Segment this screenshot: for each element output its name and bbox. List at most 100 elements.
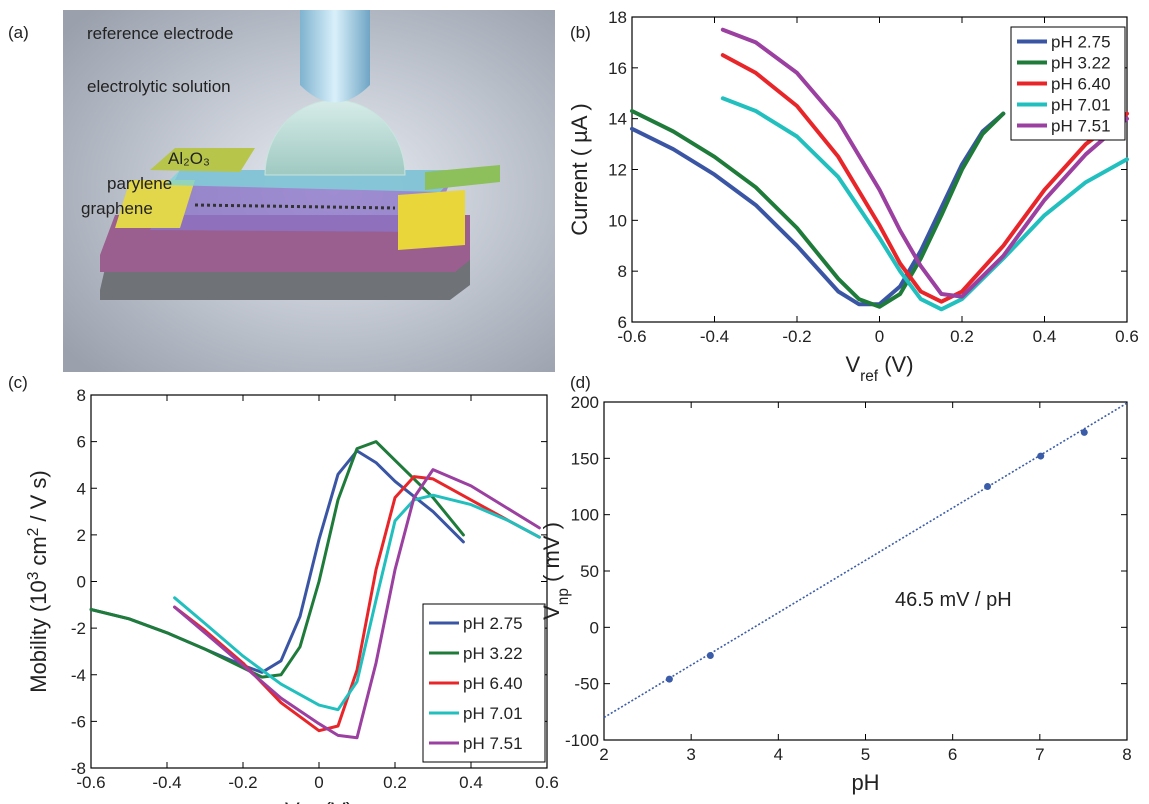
- y-tick-label: 18: [608, 8, 627, 27]
- legend-label: pH 6.40: [1051, 75, 1111, 94]
- data-line: [173, 493, 541, 712]
- y-axis-label-part: ( mV ): [539, 522, 564, 588]
- legend-label: pH 2.75: [463, 614, 523, 633]
- y-tick-label: 2: [77, 526, 86, 545]
- illustration-label: Al₂O₃: [168, 149, 210, 168]
- x-tick-label: 4: [774, 745, 783, 764]
- y-tick-label: -8: [71, 759, 86, 778]
- legend-label: pH 3.22: [1051, 54, 1111, 73]
- y-tick-label: 50: [580, 562, 599, 581]
- data-line: [173, 468, 541, 740]
- x-tick-label: -0.4: [152, 773, 181, 792]
- y-tick-label: -100: [565, 731, 599, 750]
- legend-label: pH 2.75: [1051, 33, 1111, 52]
- illustration: reference electrode electrolytic solutio…: [63, 10, 555, 372]
- x-tick-label: 8: [1122, 745, 1131, 764]
- y-tick-label: 10: [608, 211, 627, 230]
- plot-frame: [603, 401, 1128, 741]
- y-tick-label: 8: [77, 386, 86, 405]
- y-tick-label: 150: [571, 449, 599, 468]
- y-tick-label: 6: [77, 433, 86, 452]
- y-axis-label-part: V: [539, 605, 564, 620]
- x-tick-label: 0.2: [950, 327, 974, 346]
- legend-label: pH 7.51: [463, 734, 523, 753]
- data-line: [720, 53, 1129, 304]
- y-tick-label: -2: [71, 619, 86, 638]
- y-tick-label: 0: [590, 618, 599, 637]
- y-tick-label: 0: [77, 573, 86, 592]
- x-tick-label: 0: [314, 773, 323, 792]
- legend-label: pH 7.01: [1051, 96, 1111, 115]
- y-axis-label-part: np: [555, 588, 572, 605]
- annotation: 46.5 mV / pH: [895, 589, 1012, 611]
- y-axis-label: Vnp ( mV ): [539, 522, 572, 620]
- y-axis-label-part: Mobility (10: [26, 580, 51, 692]
- x-tick-label: -0.4: [700, 327, 729, 346]
- y-axis-label: Mobility (103 cm2 / V s): [25, 470, 52, 693]
- illustration-label: reference electrode: [87, 24, 233, 43]
- right-pad: [425, 165, 500, 190]
- x-axis-label: Vref (V): [285, 798, 353, 804]
- data-point: [706, 652, 714, 659]
- legend-label: pH 7.01: [463, 704, 523, 723]
- x-tick-label: -0.2: [782, 327, 811, 346]
- y-tick-label: 16: [608, 59, 627, 78]
- left-pad: [150, 148, 255, 172]
- y-tick-label: -6: [71, 712, 86, 731]
- y-axis-label-part: / V s): [26, 470, 51, 527]
- x-tick-label: -0.6: [76, 773, 105, 792]
- data-line: [89, 440, 465, 679]
- x-tick-label: -0.2: [228, 773, 257, 792]
- y-tick-label: 200: [571, 393, 599, 412]
- source-electrode: [115, 180, 195, 228]
- x-tick-label: -0.6: [617, 327, 646, 346]
- x-tick-label: 0.2: [383, 773, 407, 792]
- x-tick-label: 0: [875, 327, 884, 346]
- x-tick-label: 0.4: [1033, 327, 1057, 346]
- y-axis-label: Current ( µA ): [567, 103, 592, 235]
- x-tick-label: 0.4: [459, 773, 483, 792]
- x-tick-label: 0.6: [535, 773, 559, 792]
- legend-label: pH 6.40: [463, 674, 523, 693]
- x-tick-label: 5: [861, 745, 870, 764]
- y-axis-label-part: 3: [25, 572, 42, 581]
- y-tick-label: 12: [608, 161, 627, 180]
- y-axis-label-part: 2: [25, 528, 42, 537]
- x-axis-label-part: ref: [860, 368, 879, 385]
- illustration-label: graphene: [81, 199, 153, 218]
- data-line: [630, 109, 1006, 309]
- drain-electrode: [398, 190, 465, 250]
- data-point: [984, 483, 992, 490]
- data-line: [630, 111, 1006, 307]
- x-tick-label: 6: [948, 745, 957, 764]
- data-point: [1037, 452, 1045, 460]
- x-axis-label-part: V: [845, 352, 860, 377]
- legend-label: pH 7.51: [1051, 117, 1111, 136]
- data-point: [1080, 428, 1088, 436]
- panel-label: (b): [570, 23, 591, 42]
- y-tick-label: 6: [618, 313, 627, 332]
- panel-label: (c): [8, 373, 28, 392]
- x-tick-label: 2: [599, 745, 608, 764]
- panel-label: (a): [8, 23, 29, 42]
- y-tick-label: -4: [71, 666, 86, 685]
- y-tick-label: 8: [618, 262, 627, 281]
- data-line: [720, 27, 1129, 299]
- y-tick-label: 14: [608, 110, 627, 129]
- x-axis-label-part: (V): [318, 798, 353, 804]
- y-tick-label: 100: [571, 506, 599, 525]
- x-tick-label: 0.6: [1115, 327, 1139, 346]
- y-tick-label: -50: [574, 675, 599, 694]
- y-axis-label-part: cm: [26, 536, 51, 571]
- legend-label: pH 3.22: [463, 644, 523, 663]
- illustration-label: parylene: [107, 174, 172, 193]
- panel-label: (d): [570, 373, 591, 392]
- data-line: [720, 96, 1129, 312]
- illustration-label: electrolytic solution: [87, 77, 231, 96]
- reference-electrode: [300, 10, 370, 103]
- x-tick-label: 7: [1035, 745, 1044, 764]
- x-axis-label-part: V: [285, 798, 300, 804]
- x-tick-label: 3: [686, 745, 695, 764]
